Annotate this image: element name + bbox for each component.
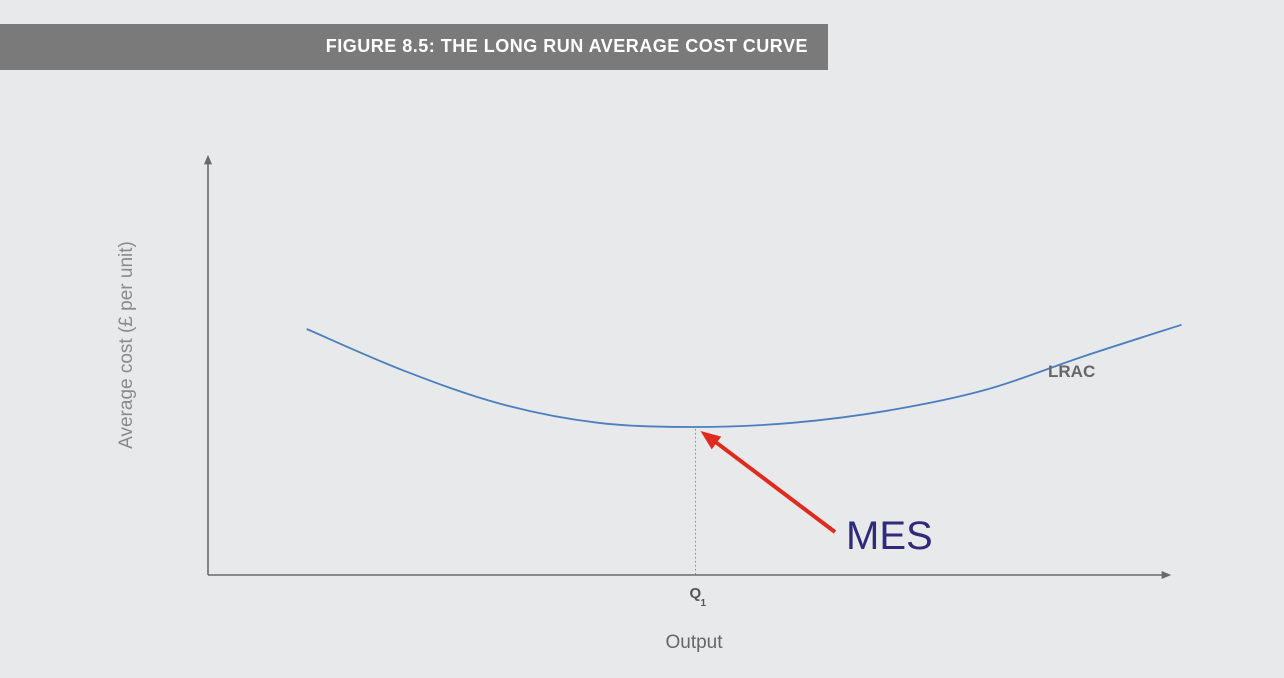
mes-arrowhead	[700, 430, 722, 450]
x-tick-q1: Q 1	[690, 585, 707, 609]
lrac-curve	[306, 323, 1182, 428]
figure-title: FIGURE 8.5: THE LONG RUN AVERAGE COST CU…	[325, 36, 808, 56]
x-axis-label: Output	[665, 632, 723, 653]
mes-arrow	[710, 437, 837, 534]
y-axis-label: Average cost (£ per unit)	[116, 241, 137, 449]
mes-label: MES	[846, 514, 933, 558]
lrac-label: LRAC	[1048, 362, 1095, 381]
x-tick-label: Q	[690, 585, 702, 602]
mes-annotation: MES	[700, 430, 933, 558]
figure-title-banner: FIGURE 8.5: THE LONG RUN AVERAGE COST CU…	[0, 24, 828, 70]
x-tick-subscript: 1	[701, 598, 707, 609]
